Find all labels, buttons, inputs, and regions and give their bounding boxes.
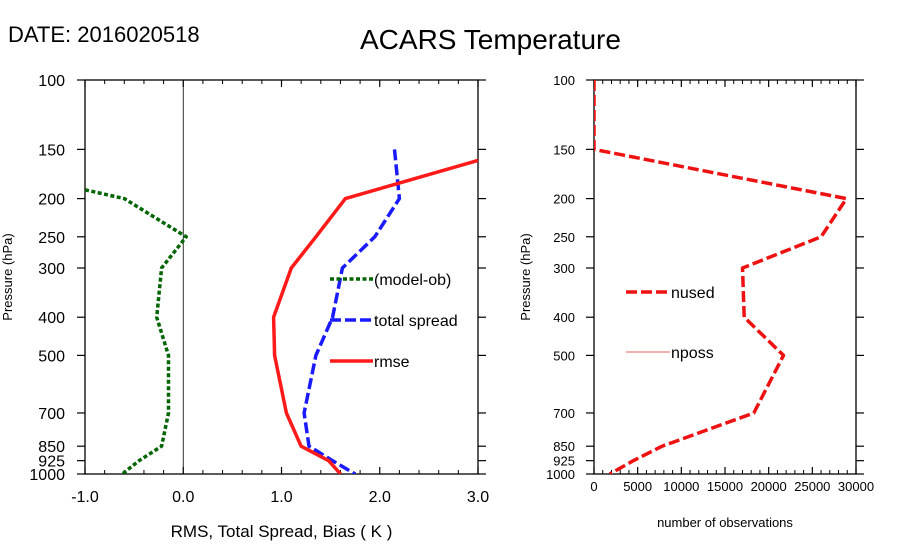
x-tick-label: 5000 [623, 479, 652, 494]
y-tick-label: 1000 [29, 467, 65, 484]
y-tick-label: 100 [553, 73, 575, 88]
y-tick-label: 500 [38, 348, 65, 365]
y-tick-label: 925 [38, 454, 65, 471]
series-line-model-ob [85, 188, 188, 474]
y-tick-label: 400 [553, 310, 575, 325]
x-tick-label: -1.0 [71, 489, 99, 506]
y-tick-label: 100 [38, 73, 65, 90]
y-tick-label: 250 [38, 230, 65, 247]
y-tick-label: 850 [38, 439, 65, 456]
legend-label: rmse [374, 354, 410, 371]
y-tick-label: 150 [38, 142, 65, 159]
x-tick-label: 3.0 [467, 489, 489, 506]
legend-label: nused [671, 285, 715, 302]
x-tick-label: 0 [590, 479, 597, 494]
series-line-total-spread [302, 149, 402, 474]
y-tick-label: 300 [553, 261, 575, 276]
y-tick-label: 500 [553, 348, 575, 363]
series-line-nused [594, 80, 849, 474]
x-axis-title: number of observations [657, 515, 793, 530]
y-tick-label: 700 [38, 406, 65, 423]
x-tick-label: 15000 [707, 479, 743, 494]
legend-label: nposs [671, 345, 714, 362]
y-tick-label: 400 [38, 310, 65, 327]
y-tick-label: 300 [38, 261, 65, 278]
date-label: DATE: 2016020518 [8, 22, 200, 47]
legend-label: total spread [374, 313, 458, 330]
y-tick-label: 925 [553, 454, 575, 469]
legend-label: (model-ob) [374, 272, 451, 289]
y-tick-label: 700 [553, 406, 575, 421]
x-tick-label: 2.0 [369, 489, 391, 506]
chart-title: ACARS Temperature [360, 24, 621, 55]
x-tick-label: 1.0 [270, 489, 292, 506]
y-tick-label: 150 [553, 142, 575, 157]
x-tick-label: 25000 [794, 479, 830, 494]
y-axis-title: Pressure (hPa) [0, 233, 15, 320]
series-line-rmse [271, 158, 478, 474]
y-tick-label: 250 [553, 230, 575, 245]
x-tick-label: 30000 [838, 479, 874, 494]
x-axis-title: RMS, Total Spread, Bias ( K ) [171, 522, 393, 541]
y-tick-label: 1000 [546, 467, 575, 482]
x-tick-label: 10000 [663, 479, 699, 494]
y-tick-label: 200 [38, 192, 65, 209]
y-tick-label: 850 [553, 439, 575, 454]
y-axis-title: Pressure (hPa) [518, 233, 533, 320]
plot-frame [593, 79, 857, 475]
x-tick-label: 20000 [751, 479, 787, 494]
x-tick-label: 0.0 [172, 489, 194, 506]
y-tick-label: 200 [553, 192, 575, 207]
